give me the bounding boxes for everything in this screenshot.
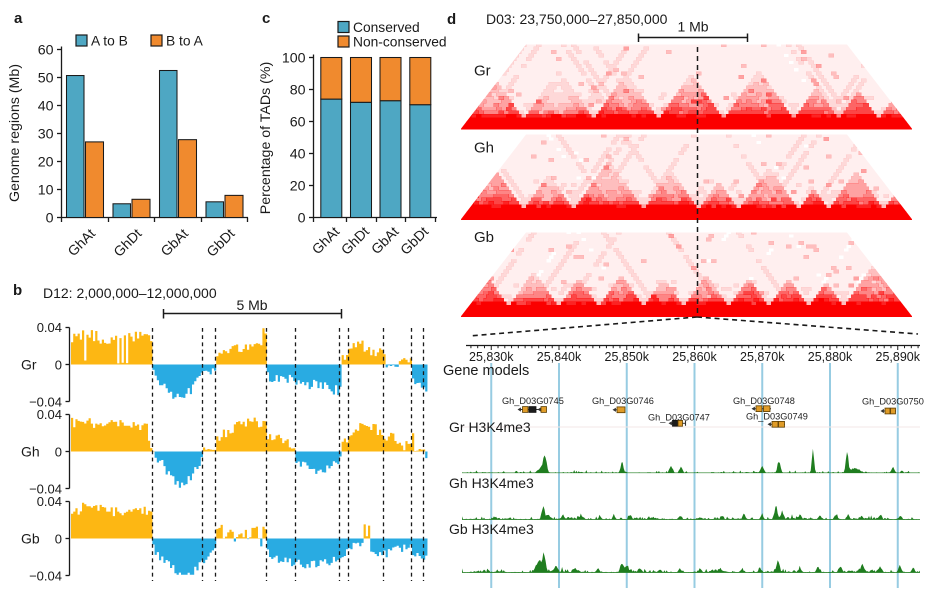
svg-text:Non-conserved: Non-conserved (353, 35, 447, 50)
svg-text:0.04: 0.04 (37, 320, 62, 335)
svg-text:100: 100 (282, 51, 306, 67)
svg-text:25,850k: 25,850k (605, 350, 650, 364)
svg-text:Genome regions (Mb): Genome regions (Mb) (7, 64, 23, 202)
svg-text:GhAt: GhAt (309, 223, 343, 257)
svg-text:−0.04: −0.04 (29, 481, 62, 496)
svg-text:30: 30 (38, 127, 54, 143)
svg-text:10: 10 (38, 183, 54, 199)
svg-text:GbAt: GbAt (157, 225, 191, 259)
svg-text:0.04: 0.04 (37, 407, 62, 422)
svg-text:0: 0 (298, 211, 306, 227)
svg-text:Gb: Gb (21, 531, 40, 547)
svg-text:25,830k: 25,830k (469, 350, 514, 364)
svg-text:c: c (262, 10, 270, 27)
svg-text:Gene models: Gene models (443, 363, 529, 379)
svg-text:Gh: Gh (474, 140, 494, 157)
svg-text:0.04: 0.04 (37, 494, 62, 509)
svg-text:60: 60 (38, 43, 54, 59)
svg-text:60: 60 (290, 115, 306, 131)
svg-text:Gb: Gb (474, 229, 494, 246)
svg-text:0: 0 (55, 444, 62, 459)
svg-text:D03: 23,750,000–27,850,000: D03: 23,750,000–27,850,000 (486, 11, 668, 27)
svg-text:Gh_D03G0750: Gh_D03G0750 (862, 396, 924, 406)
svg-text:GbAt: GbAt (368, 223, 402, 257)
svg-text:a: a (14, 10, 23, 27)
svg-text:Gr: Gr (474, 63, 491, 80)
svg-text:Gh H3K4me3: Gh H3K4me3 (449, 475, 534, 491)
svg-text:Gh_D03G0746: Gh_D03G0746 (592, 396, 654, 406)
svg-text:Gh_D03G0749: Gh_D03G0749 (746, 412, 808, 422)
svg-text:Gh_D03G0748: Gh_D03G0748 (733, 396, 795, 406)
svg-text:25,860k: 25,860k (672, 350, 717, 364)
svg-text:b: b (13, 282, 22, 299)
svg-text:20: 20 (290, 179, 306, 195)
svg-text:GbDt: GbDt (397, 223, 431, 257)
svg-text:50: 50 (38, 71, 54, 87)
svg-text:B to A: B to A (166, 34, 204, 49)
svg-text:Conserved: Conserved (353, 20, 420, 35)
svg-text:5 Mb: 5 Mb (236, 297, 267, 313)
svg-text:D12: 2,000,000–12,000,000: D12: 2,000,000–12,000,000 (43, 285, 217, 301)
svg-text:25,880k: 25,880k (808, 350, 853, 364)
svg-text:Gh: Gh (21, 444, 40, 460)
svg-text:Gh_D03G0747: Gh_D03G0747 (648, 412, 710, 422)
svg-text:Percentage of TADs (%): Percentage of TADs (%) (258, 62, 274, 214)
svg-text:25,840k: 25,840k (537, 350, 582, 364)
svg-text:Gr: Gr (21, 357, 37, 373)
svg-text:25,890k: 25,890k (876, 350, 921, 364)
svg-text:Gb H3K4me3: Gb H3K4me3 (449, 521, 534, 537)
svg-text:40: 40 (290, 147, 306, 163)
svg-text:GhDt: GhDt (338, 223, 372, 257)
svg-text:0: 0 (55, 531, 62, 546)
svg-text:Gr H3K4me3: Gr H3K4me3 (449, 419, 531, 435)
svg-text:25,870k: 25,870k (740, 350, 785, 364)
svg-text:−0.04: −0.04 (29, 394, 62, 409)
svg-text:GhDt: GhDt (110, 225, 144, 259)
svg-text:0: 0 (55, 357, 62, 372)
svg-text:20: 20 (38, 155, 54, 171)
svg-text:1 Mb: 1 Mb (677, 19, 708, 35)
svg-text:40: 40 (38, 99, 54, 115)
svg-text:d: d (447, 11, 456, 28)
svg-text:GbDt: GbDt (203, 225, 237, 259)
svg-text:0: 0 (46, 211, 54, 227)
svg-text:A to B: A to B (91, 34, 128, 49)
svg-text:GhAt: GhAt (64, 225, 98, 259)
svg-text:Gh_D03G0745: Gh_D03G0745 (502, 396, 564, 406)
svg-text:80: 80 (290, 83, 306, 99)
svg-text:−0.04: −0.04 (29, 568, 62, 583)
